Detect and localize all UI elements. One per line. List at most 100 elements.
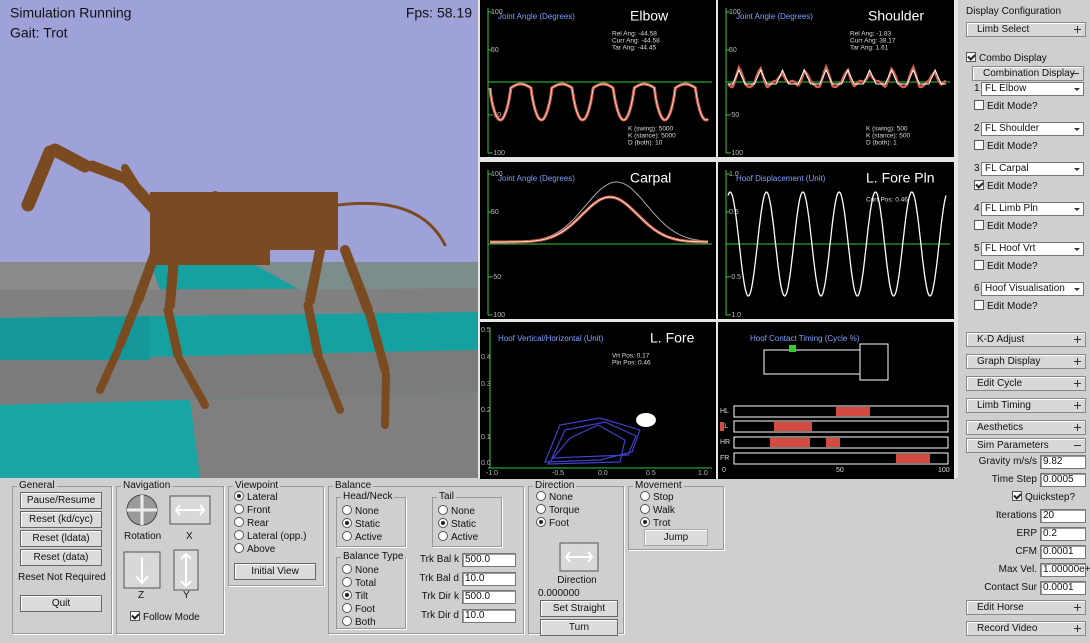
text-field[interactable]: 0.0001 — [1040, 545, 1086, 559]
checkbox-box[interactable] — [974, 180, 984, 190]
radio-option[interactable]: Static — [438, 518, 476, 531]
collapse-bar[interactable]: Sim Parameters — [966, 438, 1086, 453]
button[interactable]: Turn — [540, 619, 618, 636]
checkbox-box[interactable] — [974, 140, 984, 150]
radio-button[interactable] — [234, 504, 244, 514]
checkbox-box[interactable] — [974, 300, 984, 310]
radio-button[interactable] — [342, 616, 352, 626]
checkbox-box[interactable] — [1012, 491, 1022, 501]
radio-button[interactable] — [536, 517, 546, 527]
radio-button[interactable] — [234, 491, 244, 501]
radio-option[interactable]: Walk — [640, 504, 675, 517]
text-field[interactable]: 1.00000e+ — [1040, 563, 1090, 577]
text-field[interactable]: 500.0 — [462, 553, 516, 567]
radio-option[interactable]: Lateral (opp.) — [234, 530, 306, 543]
radio-button[interactable] — [640, 517, 650, 527]
radio-button[interactable] — [342, 531, 352, 541]
text-field[interactable]: 10.0 — [462, 608, 516, 623]
dropdown[interactable]: FL Carpal — [981, 162, 1084, 176]
checkbox[interactable]: Edit Mode? — [974, 180, 1038, 193]
radio-option[interactable]: None — [438, 505, 475, 518]
collapse-bar[interactable]: Combination Display — [972, 66, 1084, 81]
radio-button[interactable] — [536, 504, 546, 514]
radio-option[interactable]: Static — [342, 518, 380, 531]
checkbox-box[interactable] — [130, 611, 140, 621]
dropdown[interactable]: FL Limb Pln — [981, 202, 1084, 216]
radio-button[interactable] — [640, 504, 650, 514]
dropdown[interactable]: FL Shoulder — [981, 122, 1084, 136]
checkbox[interactable]: Follow Mode — [130, 611, 200, 624]
radio-option[interactable]: None — [342, 564, 379, 577]
radio-button[interactable] — [342, 564, 352, 574]
radio-option[interactable]: Rear — [234, 517, 269, 530]
checkbox[interactable]: Edit Mode? — [974, 220, 1038, 233]
checkbox[interactable]: Quickstep? — [1012, 491, 1075, 504]
text-field[interactable]: 9.82 — [1040, 455, 1086, 469]
collapse-bar[interactable]: Aesthetics — [966, 420, 1086, 435]
checkbox[interactable]: Edit Mode? — [974, 100, 1038, 113]
radio-button[interactable] — [234, 517, 244, 527]
text-field[interactable]: 20 — [1040, 509, 1086, 523]
collapse-bar[interactable]: Limb Timing — [966, 398, 1086, 413]
y-tick-label: -50 — [729, 112, 739, 119]
text-field[interactable]: 10.0 — [462, 571, 516, 586]
text-field[interactable]: 0.0005 — [1040, 473, 1086, 487]
radio-button[interactable] — [438, 531, 448, 541]
collapse-bar[interactable]: Edit Cycle — [966, 376, 1086, 391]
radio-option[interactable]: Stop — [640, 491, 674, 504]
radio-button[interactable] — [234, 530, 244, 540]
checkbox[interactable]: Combo Display — [966, 52, 1047, 65]
collapse-bar[interactable]: K-D Adjust — [966, 332, 1086, 347]
radio-button[interactable] — [536, 491, 546, 501]
button[interactable]: Pause/Resume — [20, 492, 102, 509]
radio-option[interactable]: Above — [234, 543, 275, 556]
radio-button[interactable] — [342, 505, 352, 515]
radio-option[interactable]: Trot — [640, 517, 670, 530]
radio-button[interactable] — [342, 603, 352, 613]
button[interactable]: Quit — [20, 595, 102, 612]
radio-option[interactable]: Foot — [536, 517, 569, 530]
radio-button[interactable] — [234, 543, 244, 553]
checkbox[interactable]: Edit Mode? — [974, 140, 1038, 153]
radio-option[interactable]: Both — [342, 616, 376, 629]
checkbox-box[interactable] — [974, 100, 984, 110]
button[interactable]: Reset (data) — [20, 549, 102, 566]
radio-option[interactable]: Lateral — [234, 491, 278, 504]
checkbox[interactable]: Edit Mode? — [974, 260, 1038, 273]
checkbox-box[interactable] — [974, 220, 984, 230]
dropdown[interactable]: Hoof Visualisation — [981, 282, 1084, 296]
radio-button[interactable] — [342, 518, 352, 528]
checkbox-box[interactable] — [974, 260, 984, 270]
text-field[interactable]: 0.0001 — [1040, 581, 1086, 595]
dropdown[interactable]: FL Hoof Vrt — [981, 242, 1084, 256]
checkbox-box[interactable] — [966, 52, 976, 62]
button[interactable]: Initial View — [234, 563, 316, 580]
radio-option[interactable]: Active — [342, 531, 382, 544]
button[interactable]: Set Straight — [540, 600, 618, 617]
status-text: Simulation Running — [10, 5, 131, 21]
button[interactable]: Reset (ldata) — [20, 530, 102, 547]
collapse-bar[interactable]: Limb Select — [966, 22, 1086, 37]
radio-option[interactable]: Front — [234, 504, 270, 517]
radio-option[interactable]: None — [536, 491, 573, 504]
radio-option[interactable]: Tilt — [342, 590, 368, 603]
radio-option[interactable]: Active — [438, 531, 478, 544]
radio-option[interactable]: Total — [342, 577, 376, 590]
radio-button[interactable] — [342, 577, 352, 587]
text-field[interactable]: 500.0 — [462, 590, 516, 604]
text-field[interactable]: 0.2 — [1040, 527, 1086, 541]
radio-option[interactable]: Foot — [342, 603, 375, 616]
button[interactable]: Reset (kd/cyc) — [20, 511, 102, 528]
checkbox[interactable]: Edit Mode? — [974, 300, 1038, 313]
option-label: Edit Mode? — [987, 141, 1038, 152]
option-label: Foot — [549, 518, 570, 529]
collapse-bar[interactable]: Graph Display — [966, 354, 1086, 369]
radio-option[interactable]: Torque — [536, 504, 580, 517]
radio-button[interactable] — [342, 590, 352, 600]
radio-button[interactable] — [438, 518, 448, 528]
radio-button[interactable] — [640, 491, 650, 501]
dropdown[interactable]: FL Elbow — [981, 82, 1084, 96]
radio-button[interactable] — [438, 505, 448, 515]
field-label: Trk Dir d — [421, 609, 459, 621]
radio-option[interactable]: None — [342, 505, 379, 518]
